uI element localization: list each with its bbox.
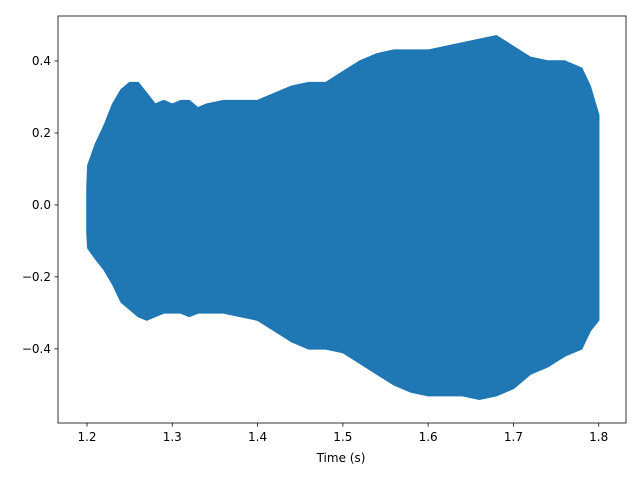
x-tick-label: 1.3 [163, 430, 182, 444]
x-tick-label: 1.4 [248, 430, 267, 444]
plot-frame [57, 15, 627, 424]
x-tick-label: 1.8 [589, 430, 608, 444]
x-tick-label: 1.6 [419, 430, 438, 444]
x-tick-label: 1.2 [77, 430, 96, 444]
waveform-envelope [86, 204, 600, 401]
x-tick-label: 1.7 [504, 430, 523, 444]
y-tick-label: −0.4 [22, 342, 51, 356]
y-tick-label: −0.2 [22, 270, 51, 284]
waveform-envelope [86, 34, 600, 206]
y-tick-label: 0.0 [32, 198, 51, 212]
x-tick-label: 1.5 [333, 430, 352, 444]
x-axis-label: Time (s) [316, 451, 366, 465]
y-tick-label: 0.2 [32, 126, 51, 140]
y-tick-label: 0.4 [32, 54, 51, 68]
